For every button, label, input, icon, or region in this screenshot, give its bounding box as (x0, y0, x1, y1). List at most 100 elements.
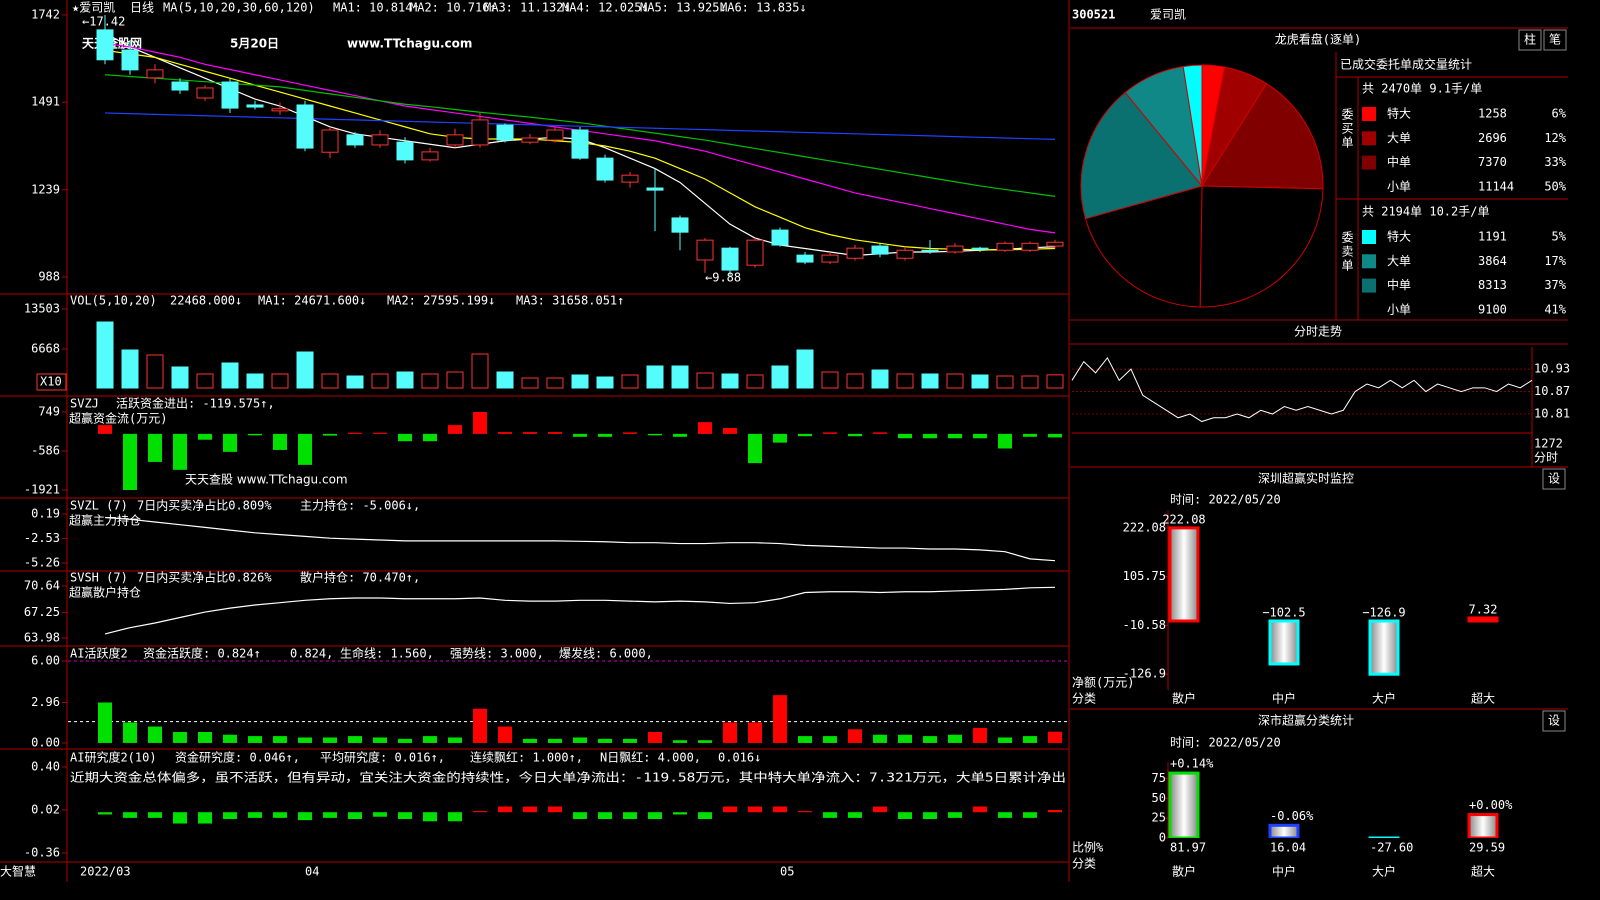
volume-bar (596, 376, 614, 389)
volume-value: 3864 (1478, 254, 1507, 268)
y-tick-label: 0.02 (31, 802, 60, 816)
watermark: www.TTchagu.com (347, 37, 472, 51)
indicator-bar (1023, 736, 1037, 743)
button-label[interactable]: 设 (1548, 714, 1560, 728)
indicator-header: AI研究度2(10) (70, 750, 157, 765)
stock-name: 爱司凯 (1150, 8, 1186, 22)
indicator-bar (748, 433, 762, 464)
volume-bar (871, 369, 889, 389)
volume-value: 8313 (1478, 278, 1507, 292)
legend-label: 小单 (1387, 302, 1411, 316)
percent-value: 17% (1544, 254, 1566, 268)
legend-swatch (1362, 155, 1376, 170)
volume-bar (796, 349, 814, 389)
indicator-bar (773, 695, 787, 743)
x-tick-label: 05 (780, 865, 794, 879)
indicator-bar (498, 726, 512, 743)
indicator-bar (748, 806, 762, 813)
indicator-header: 爆发线: 6.000, (559, 646, 653, 661)
indicator-bar (323, 433, 337, 436)
indicator-bar (823, 812, 837, 818)
indicator-bar (123, 433, 137, 491)
indicator-bar (673, 433, 687, 437)
indicator-bar (448, 812, 462, 822)
candle-body (721, 247, 739, 271)
candle-body (396, 141, 414, 161)
button[interactable] (1542, 710, 1566, 732)
button-label[interactable]: 笔 (1549, 32, 1561, 47)
legend-label: 小单 (1387, 179, 1411, 193)
y-tick-label: -2.53 (24, 531, 60, 545)
volume-value: 2696 (1478, 131, 1507, 145)
indicator-header: 资金研究度: 0.046↑, (175, 750, 300, 765)
value-label: −102.5 (1262, 606, 1305, 620)
candle-body (296, 104, 314, 149)
indicator-bar (248, 433, 262, 436)
indicator-bar (973, 806, 987, 813)
value-label: 29.59 (1469, 841, 1505, 855)
button[interactable] (1543, 29, 1567, 51)
indicator-bar (1048, 809, 1062, 813)
y-tick-label: 1742 (31, 7, 60, 21)
volume-bar (1046, 374, 1064, 389)
volume-bar (521, 377, 539, 389)
x-tick-label: 散户 (1172, 691, 1196, 706)
button-label[interactable]: 柱 (1524, 32, 1536, 47)
indicator-header: MA3: 11.132↓ (484, 1, 571, 15)
candle-body (421, 151, 439, 161)
indicator-bar (348, 812, 362, 819)
indicator-bar (1048, 731, 1062, 743)
indicator-bar (573, 812, 587, 819)
indicator-bar (623, 738, 637, 743)
indicator-bar (823, 432, 837, 434)
indicator-bar (848, 812, 862, 818)
indicator-bar (748, 722, 762, 743)
candle-body (471, 119, 489, 146)
legend-swatch (1362, 230, 1376, 244)
y-tick-label: 0.00 (31, 735, 60, 749)
volume-bar (321, 373, 339, 389)
candle-body (946, 245, 964, 253)
volume-bar (671, 365, 689, 389)
indicator-bar (973, 727, 987, 743)
volume-bar (96, 321, 114, 389)
candle-body (346, 134, 364, 146)
time-label: 时间: 2022/05/20 (1170, 493, 1281, 507)
indicator-bar (873, 432, 887, 434)
indicator-header: SVZL (7) (70, 499, 128, 513)
y-tick-label: 222.08 (1123, 520, 1166, 534)
indicator-bar (173, 732, 187, 743)
legend-label: 中单 (1387, 277, 1411, 292)
y-tick-label: 13503 (24, 301, 60, 315)
candle-body (1046, 241, 1064, 247)
candle-body (921, 249, 939, 252)
indicator-line (104, 586, 1056, 635)
axis-label: 分类 (1072, 692, 1096, 706)
indicator-bar (723, 722, 737, 743)
button[interactable] (1542, 468, 1566, 490)
volume-bar (496, 371, 514, 389)
unit-label: X10 (40, 375, 62, 389)
side-label: 委买单 (1340, 108, 1354, 150)
y-tick-label: 1239 (31, 182, 60, 196)
indicator-bar (373, 812, 387, 817)
volume-bar (171, 366, 189, 389)
indicator-bar (98, 425, 112, 434)
indicator-header: 主力持仓: -5.006↓, (300, 498, 420, 513)
button[interactable] (1518, 29, 1542, 51)
ma-line (104, 112, 1056, 140)
ma-line (104, 74, 1056, 197)
software-name: 大智慧 (0, 864, 36, 879)
indicator-bar (348, 736, 362, 743)
indicator-header: N日飘红: 4.000, (600, 750, 701, 765)
volume-bar (471, 353, 489, 389)
indicator-bar (423, 433, 437, 442)
indicator-bar (598, 433, 612, 437)
bar (1467, 616, 1499, 623)
indicator-bar (1023, 812, 1037, 818)
legend-swatch (1362, 278, 1376, 293)
indicator-header: 活跃资金进出: -119.575↑, (116, 396, 275, 411)
button-label[interactable]: 设 (1548, 472, 1560, 486)
indicator-bar (548, 738, 562, 743)
volume-value: 11144 (1478, 179, 1514, 193)
